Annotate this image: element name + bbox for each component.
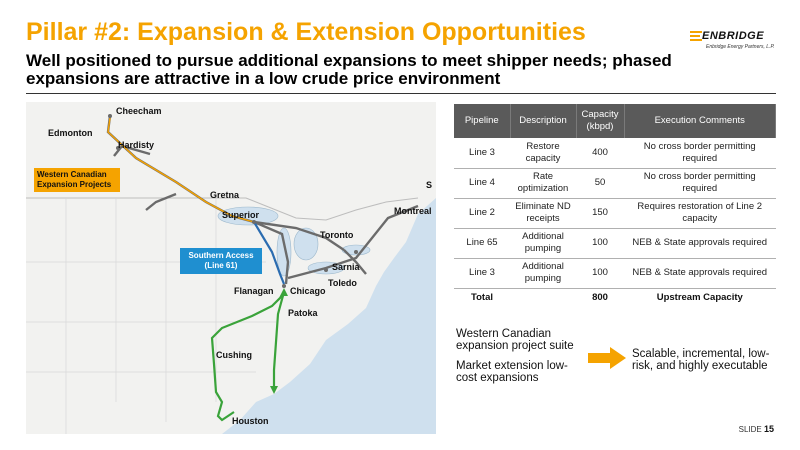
cell-comments: No cross border permitting required <box>624 168 776 199</box>
column-header: Description <box>510 104 577 138</box>
city-flanagan: Flanagan <box>234 286 274 296</box>
slide-title: Pillar #2: Expansion & Extension Opportu… <box>26 18 586 46</box>
cell-total-empty <box>510 288 576 308</box>
cell-capacity: 100 <box>576 228 624 259</box>
city-edmonton: Edmonton <box>48 128 93 138</box>
city-cushing: Cushing <box>216 350 252 360</box>
cell-pipeline: Line 2 <box>454 198 510 229</box>
market-extension-line <box>210 291 286 422</box>
southern-access-callout: Southern Access (Line 61) <box>180 248 262 274</box>
map-edge-label: S <box>426 180 433 190</box>
cell-capacity: 150 <box>576 198 624 229</box>
column-header: Execution Comments <box>624 104 776 138</box>
city-sarnia: Sarnia <box>332 262 360 272</box>
western-expansion-line <box>107 117 255 223</box>
cell-total-comments: Upstream Capacity <box>656 292 743 304</box>
cell-comments: Requires restoration of Line 2 capacity <box>624 198 776 229</box>
logo-wordmark: ENBRIDGE <box>702 30 765 42</box>
cell-pipeline: Line 3 <box>454 138 510 169</box>
city-houston: Houston <box>232 416 269 426</box>
cell-pipeline: Line 4 <box>454 168 510 199</box>
city-gretna: Gretna <box>210 190 240 200</box>
table-row: Line 3 Additional pumping 100 NEB & Stat… <box>454 258 776 289</box>
table-header-row: Pipeline Description Capacity (kbpd) Exe… <box>454 104 776 138</box>
cell-description: Rate optimization <box>510 168 576 199</box>
summary-bullet: Western Canadian expansion project suite <box>456 328 574 352</box>
slide-number: SLIDE 15 <box>739 424 774 434</box>
cell-comments: No cross border permitting required <box>624 138 776 169</box>
cell-description: Restore capacity <box>510 138 576 169</box>
summary-result: Scalable, incremental, low-risk, and hig… <box>632 348 770 372</box>
city-hardisty: Hardisty <box>118 140 155 150</box>
cell-total-capacity: 800 <box>592 292 608 304</box>
header-divider <box>26 93 776 94</box>
cell-description: Additional pumping <box>510 228 576 259</box>
state-borders <box>26 198 276 434</box>
city-toledo: Toledo <box>328 278 357 288</box>
table-total-row: Total 800 Upstream Capacity <box>454 288 776 308</box>
slide-label: SLIDE <box>738 425 762 434</box>
cell-pipeline: Line 65 <box>454 228 510 259</box>
city-cheecham: Cheecham <box>116 106 162 116</box>
cell-comments: NEB & State approvals required <box>624 228 776 259</box>
table-row: Line 2 Eliminate ND receipts 150 Require… <box>454 198 776 229</box>
cell-capacity: 50 <box>576 168 624 199</box>
cell-capacity: 400 <box>576 138 624 169</box>
table-row: Line 65 Additional pumping 100 NEB & Sta… <box>454 228 776 259</box>
expansion-table: Pipeline Description Capacity (kbpd) Exe… <box>454 104 776 308</box>
cell-capacity: 100 <box>576 258 624 289</box>
cell-total-label: Total <box>471 292 493 304</box>
western-canadian-callout: Western Canadian Expansion Projects <box>34 168 120 192</box>
summary-bullet: Market extension low-cost expansions <box>456 360 568 384</box>
enbridge-logo-icon <box>690 31 702 41</box>
table-row: Line 3 Restore capacity 400 No cross bor… <box>454 138 776 169</box>
border-line <box>26 197 419 221</box>
slide-number-value: 15 <box>763 424 774 434</box>
city-superior: Superior <box>222 210 260 220</box>
city-patoka: Patoka <box>288 308 318 318</box>
table-row: Line 4 Rate optimization 50 No cross bor… <box>454 168 776 199</box>
column-header: Capacity (kbpd) <box>576 104 625 138</box>
enbridge-logo: ENBRIDGE Enbridge Energy Partners, L.P. <box>688 24 778 64</box>
logo-subtitle: Enbridge Energy Partners, L.P. <box>706 44 775 50</box>
cell-pipeline: Line 3 <box>454 258 510 289</box>
city-chicago: Chicago <box>290 286 326 296</box>
terminal-markers <box>108 114 358 288</box>
city-toronto: Toronto <box>320 230 354 240</box>
market-extension-arrowhead-north <box>280 288 288 296</box>
cell-comments: NEB & State approvals required <box>624 258 776 289</box>
summary-bullets: Western Canadian expansion project suite… <box>456 328 586 392</box>
slide-subtitle: Well positioned to pursue additional exp… <box>26 51 672 88</box>
city-montreal: Montreal <box>394 206 432 216</box>
pipeline-map: Cheecham Edmonton Hardisty Gretna Superi… <box>26 102 436 434</box>
cell-description: Additional pumping <box>510 258 576 289</box>
column-header: Pipeline <box>454 104 511 138</box>
right-arrow-icon <box>588 347 626 369</box>
market-extension-arrowhead <box>270 386 278 394</box>
southern-access-line <box>253 221 286 285</box>
cell-description: Eliminate ND receipts <box>510 198 576 229</box>
